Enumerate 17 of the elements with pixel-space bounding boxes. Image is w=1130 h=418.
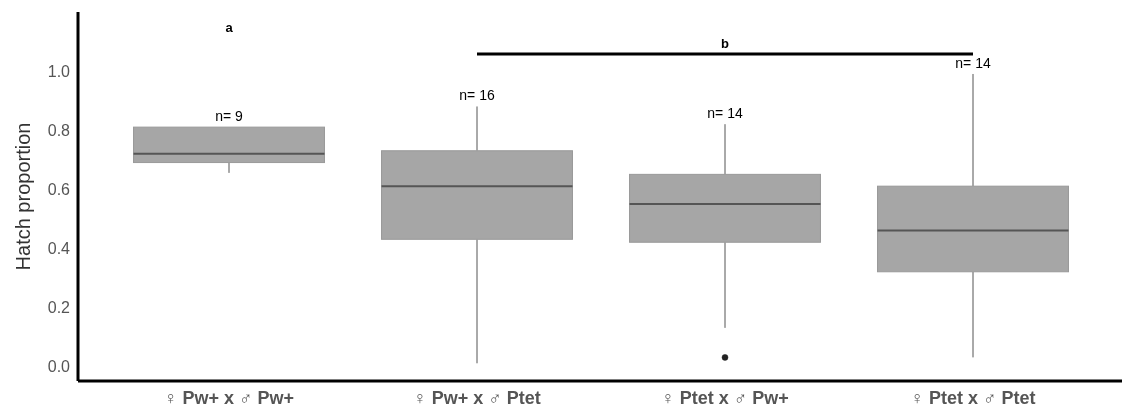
annotation: a [225,20,234,35]
annotation: n= 9 [215,108,244,125]
y-tick-label: 0.0 [47,357,71,375]
annotation: b [721,36,730,51]
y-tick-label: 0.4 [47,239,71,257]
annotation: n= 16 [459,87,495,104]
y-tick-label: 0.6 [47,180,71,198]
y-tick-label: 1.0 [47,62,71,80]
y-tick-label: 0.2 [47,298,71,316]
x-tick-label: ♀ Ptet x ♂ Ptet [910,388,1036,408]
annotation: n= 14 [955,54,991,71]
annotation: n= 14 [707,105,743,122]
y-tick-label: 0.8 [47,121,71,139]
x-tick-label: ♀ Pw+ x ♂ Pw+ [163,388,295,408]
y-axis-title: Hatch proportion [12,122,34,271]
x-tick-label: ♀ Pw+ x ♂ Ptet [413,388,541,408]
x-tick-label: ♀ Ptet x ♂ Pw+ [661,388,789,408]
